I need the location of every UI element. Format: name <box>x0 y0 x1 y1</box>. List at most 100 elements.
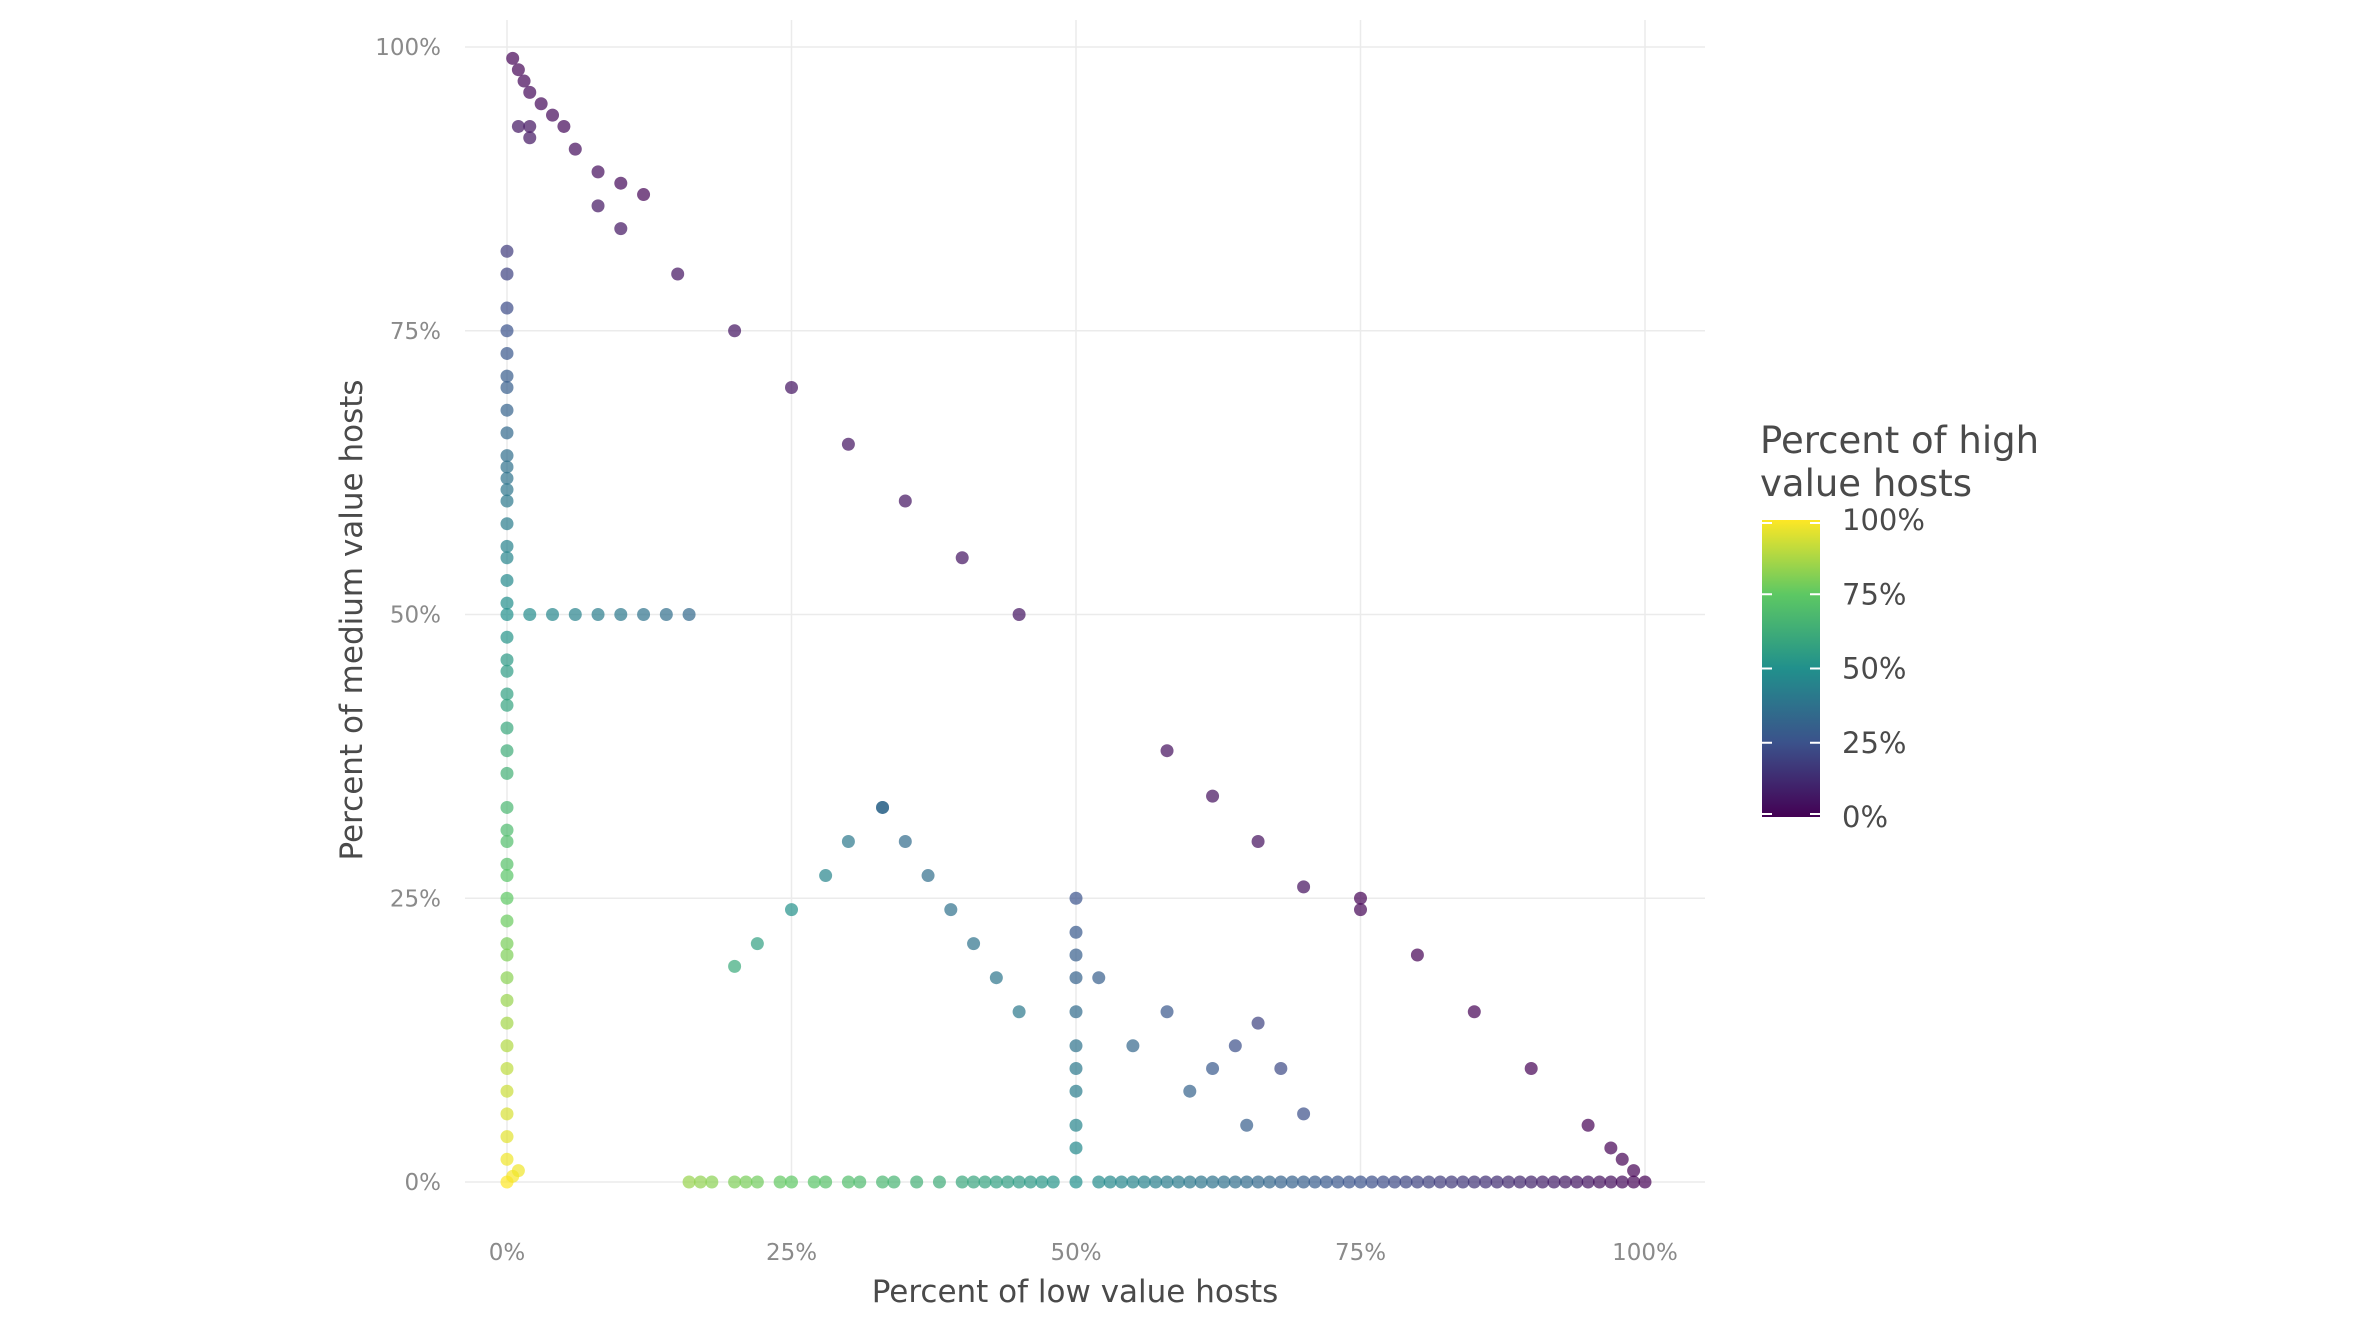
data-point <box>967 1175 981 1189</box>
data-point <box>1581 1175 1595 1189</box>
data-point <box>500 1039 514 1053</box>
data-point <box>876 1175 890 1189</box>
data-point <box>500 369 514 383</box>
data-point <box>557 119 571 133</box>
data-point <box>1376 1175 1390 1189</box>
data-point <box>1354 891 1367 905</box>
data-point <box>1228 1175 1242 1189</box>
data-point <box>1149 1175 1163 1189</box>
data-point <box>500 1107 514 1121</box>
data-point <box>523 119 537 133</box>
data-point <box>1319 1175 1333 1189</box>
data-point <box>614 608 628 621</box>
x-axis-title: Percent of low value hosts <box>872 1274 1279 1310</box>
data-point <box>876 800 890 814</box>
data-point <box>1524 1175 1538 1189</box>
data-point <box>500 596 514 610</box>
data-point <box>1627 1175 1641 1189</box>
x-tick-label: 75% <box>1335 1240 1386 1266</box>
data-point <box>500 244 514 258</box>
data-point <box>500 494 514 508</box>
data-point <box>1627 1164 1641 1178</box>
data-point <box>500 551 514 565</box>
data-point <box>671 267 685 281</box>
x-tick-label: 100% <box>1612 1240 1678 1266</box>
data-point <box>853 1175 867 1189</box>
data-point <box>1524 1062 1538 1075</box>
x-tick-label: 0% <box>489 1240 526 1266</box>
data-point <box>955 1175 969 1189</box>
data-point <box>500 948 514 962</box>
data-point <box>511 119 525 133</box>
data-point <box>1069 1039 1083 1053</box>
data-point <box>1513 1175 1527 1189</box>
data-point <box>500 573 514 587</box>
data-point <box>1558 1175 1572 1189</box>
data-point <box>978 1175 992 1189</box>
data-point <box>1297 880 1311 894</box>
data-point <box>1001 1175 1015 1189</box>
data-point <box>1604 1175 1618 1189</box>
data-points <box>500 51 1652 1189</box>
data-point <box>1354 903 1367 917</box>
data-point <box>500 346 514 360</box>
data-point <box>500 301 514 315</box>
data-point <box>1046 1175 1060 1189</box>
data-point <box>1490 1175 1504 1189</box>
data-point <box>500 517 514 531</box>
data-point <box>955 551 969 565</box>
data-point <box>1422 1175 1436 1189</box>
x-tick-label: 25% <box>766 1240 817 1266</box>
data-point <box>500 891 514 905</box>
legend-ticks: 100% 75% 50% 25% 0% <box>1762 503 1925 834</box>
data-point <box>1251 835 1265 848</box>
x-tick-label: 50% <box>1050 1240 1101 1266</box>
data-point <box>546 608 560 621</box>
data-point <box>500 869 514 883</box>
data-point <box>1012 608 1026 621</box>
data-point <box>1467 1005 1481 1019</box>
data-point <box>1069 1175 1083 1189</box>
data-point <box>500 744 514 758</box>
data-point <box>1092 971 1106 985</box>
y-tick-label: 25% <box>390 886 441 912</box>
data-point <box>1251 1016 1265 1030</box>
data-point <box>1570 1175 1584 1189</box>
data-point <box>1206 1062 1220 1075</box>
data-point <box>819 1175 833 1189</box>
data-point <box>523 608 537 621</box>
data-point <box>1183 1175 1197 1189</box>
data-point <box>1206 1175 1220 1189</box>
data-point <box>1171 1175 1185 1189</box>
data-point <box>1638 1175 1652 1189</box>
data-point <box>1206 789 1220 803</box>
data-point <box>500 800 514 814</box>
y-axis-title: Percent of medium value hosts <box>334 379 370 860</box>
data-point <box>1069 1141 1083 1155</box>
data-point <box>1069 891 1083 905</box>
data-point <box>523 131 537 145</box>
data-point <box>523 85 537 99</box>
data-point <box>500 403 514 417</box>
data-point <box>500 460 514 474</box>
data-point <box>500 937 514 951</box>
data-point <box>693 1175 707 1189</box>
data-point <box>1092 1175 1106 1189</box>
data-point <box>1012 1005 1026 1019</box>
data-point <box>1604 1141 1618 1155</box>
data-point <box>1615 1152 1629 1166</box>
data-point <box>1035 1175 1049 1189</box>
legend-title-line-2: value hosts <box>1760 462 1972 505</box>
data-point <box>785 1175 798 1189</box>
y-tick-label: 0% <box>405 1170 442 1196</box>
data-point <box>1183 1084 1197 1098</box>
legend-tick-label: 75% <box>1842 577 1906 611</box>
data-point <box>1433 1175 1447 1189</box>
legend-tick-label: 25% <box>1842 726 1906 760</box>
data-point <box>898 835 912 848</box>
data-point <box>637 608 651 621</box>
data-point <box>1592 1175 1606 1189</box>
data-point <box>898 494 912 508</box>
data-point <box>1126 1175 1140 1189</box>
data-point <box>1354 1175 1367 1189</box>
